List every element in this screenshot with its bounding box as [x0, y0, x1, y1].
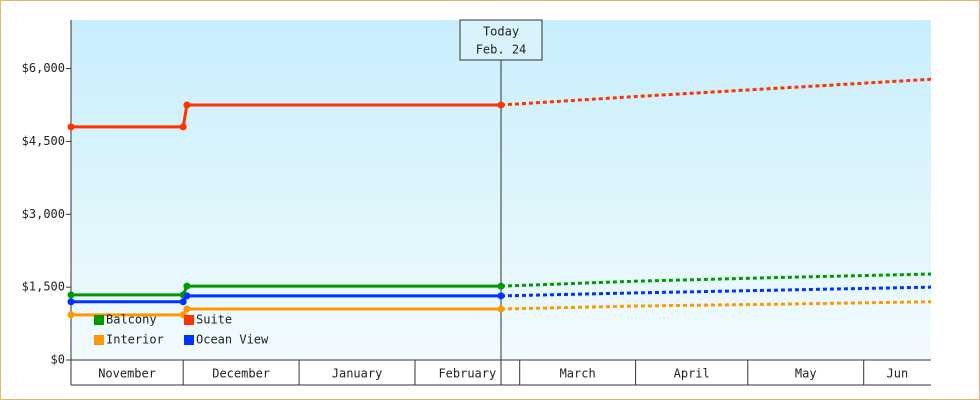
today-label: Today — [483, 25, 519, 39]
series-line — [71, 103, 501, 129]
x-tick-label: February — [438, 367, 496, 381]
legend-label: Interior — [106, 333, 164, 347]
y-tick-label: $4,500 — [22, 134, 65, 148]
forecast-line — [500, 300, 932, 311]
y-tick-label: $0 — [51, 353, 65, 367]
point — [497, 292, 505, 300]
x-tick-label: Jun — [887, 367, 909, 381]
forecast-line — [500, 272, 932, 288]
point — [67, 311, 75, 319]
legend-swatch — [184, 315, 194, 325]
point — [183, 101, 191, 109]
today-box — [459, 19, 543, 61]
point — [179, 123, 187, 131]
x-tick-label: March — [560, 367, 596, 381]
y-tick-label: $3,000 — [22, 207, 65, 221]
point — [179, 298, 187, 306]
forecast-line — [500, 77, 932, 107]
point — [183, 305, 191, 313]
legend-label: Balcony — [106, 313, 157, 327]
x-tick-label: December — [212, 367, 270, 381]
y-tick-label: $6,000 — [22, 61, 65, 75]
point — [497, 282, 505, 290]
legend-label: Ocean View — [196, 333, 269, 347]
series-line — [71, 284, 501, 297]
point — [183, 292, 191, 300]
legend-swatch — [184, 335, 194, 345]
point — [183, 282, 191, 290]
legend-swatch — [94, 335, 104, 345]
x-tick-label: November — [98, 367, 156, 381]
x-tick-label: April — [674, 367, 710, 381]
point — [67, 123, 75, 131]
point — [67, 291, 75, 299]
legend-swatch — [94, 315, 104, 325]
point — [67, 298, 75, 306]
forecast-line — [500, 285, 932, 298]
x-tick-label: January — [332, 367, 383, 381]
x-tick-label: May — [795, 367, 817, 381]
point — [497, 101, 505, 109]
y-tick-label: $1,500 — [22, 280, 65, 294]
legend-label: Suite — [196, 313, 232, 327]
today-label: Feb. 24 — [476, 43, 527, 57]
point — [497, 305, 505, 313]
